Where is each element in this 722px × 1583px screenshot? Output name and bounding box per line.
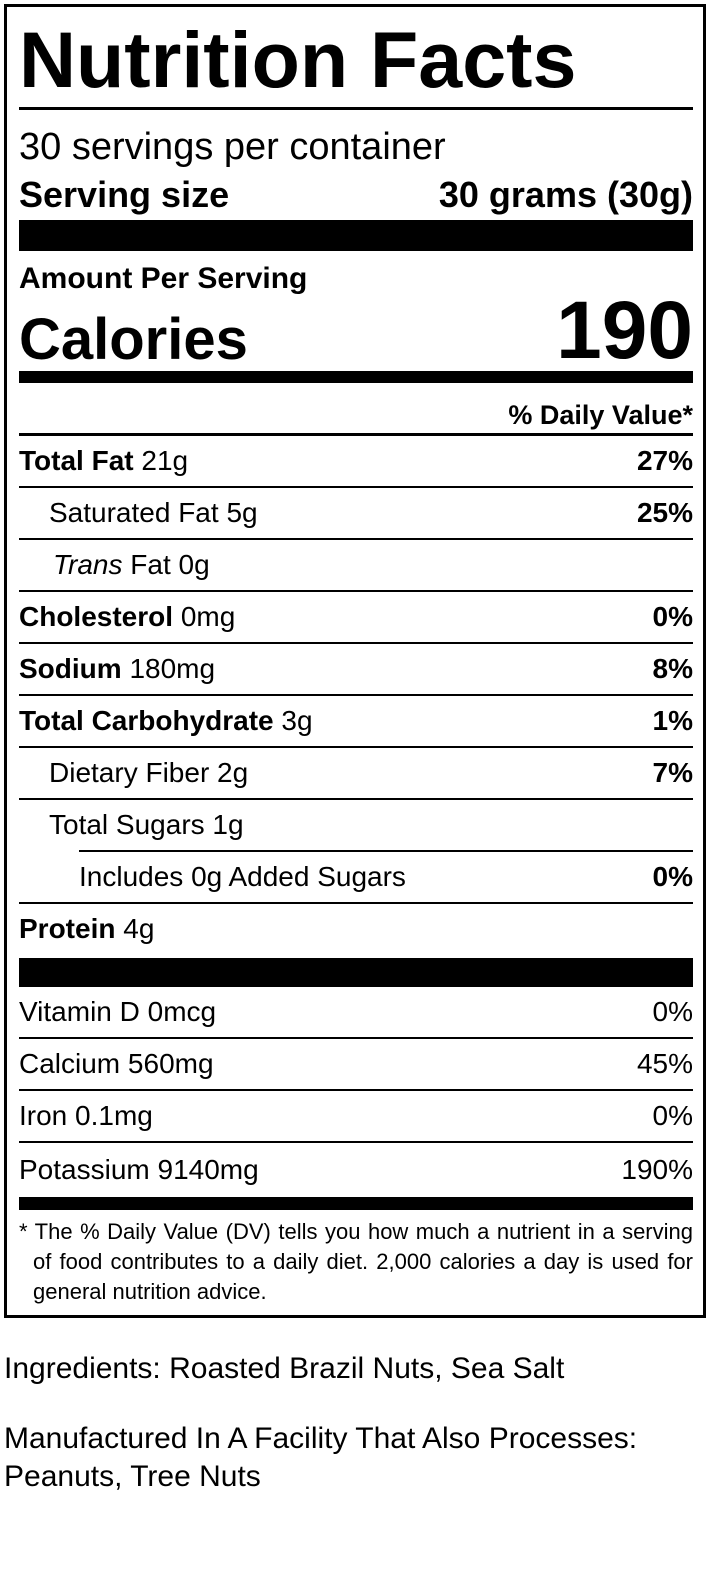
servings-per-container: 30 servings per container xyxy=(19,126,446,168)
vitamin-row-calcium: Calcium 560mg 45% xyxy=(19,1039,693,1091)
nutrient-row-total-carbohydrate: Total Carbohydrate 3g 1% xyxy=(19,696,693,748)
serving-size-value: 30 grams (30g) xyxy=(438,174,693,215)
medium-divider xyxy=(19,371,693,383)
vitamin-row-vitamin-d: Vitamin D 0mcg 0% xyxy=(19,987,693,1039)
calories-label: Calories xyxy=(19,307,248,372)
amount-per-serving: Amount Per Serving xyxy=(19,262,308,295)
vitamin-row-potassium: Potassium 9140mg 190% xyxy=(19,1154,693,1185)
medium-divider xyxy=(19,1197,693,1210)
footnote: * The % Daily Value (DV) tells you how m… xyxy=(19,1219,693,1304)
nutrient-row-saturated-fat: Saturated Fat 5g 25% xyxy=(19,488,693,540)
nutrition-facts-label: Nutrition Facts 30 servings per containe… xyxy=(4,4,706,1318)
nutrient-row-cholesterol: Cholesterol 0mg 0% xyxy=(19,592,693,644)
thick-divider xyxy=(19,958,693,987)
divider xyxy=(79,850,693,852)
nutrient-row-dietary-fiber: Dietary Fiber 2g 7% xyxy=(19,748,693,800)
nutrient-row-sodium: Sodium 180mg 8% xyxy=(19,644,693,696)
nutrient-row-total-fat: Total Fat 21g 27% xyxy=(19,436,693,488)
nutrient-row-trans-fat: Trans Fat 0g xyxy=(19,540,693,592)
vitamin-list: Vitamin D 0mcg 0% Calcium 560mg 45% Iron 0… xyxy=(19,987,693,1197)
nutrient-row-added-sugars: Includes 0g Added Sugars 0% xyxy=(19,852,693,904)
nutrient-list: Total Fat 21g 27% Saturated Fat 5g 25% Tra… xyxy=(19,436,693,954)
label-title: Nutrition Facts xyxy=(19,15,577,104)
divider xyxy=(19,107,693,110)
nutrient-row-total-sugars: Total Sugars 1g xyxy=(19,800,693,852)
nutrient-row-protein: Protein 4g xyxy=(19,913,155,944)
divider xyxy=(19,433,693,436)
serving-size: Serving size 30 grams (30g) xyxy=(19,173,693,217)
vitamin-row-iron: Iron 0.1mg 0% xyxy=(19,1091,693,1143)
serving-size-label: Serving size xyxy=(19,174,230,215)
calories-value: 190 xyxy=(556,285,693,376)
allergen-statement: Manufactured In A Facility That Also Pro… xyxy=(4,1422,638,1493)
ingredients: Ingredients: Roasted Brazil Nuts, Sea Sa… xyxy=(4,1352,565,1385)
daily-value-header: % Daily Value* xyxy=(508,400,693,430)
calories-row: Calories 190 xyxy=(19,289,693,373)
thick-divider xyxy=(19,220,693,251)
